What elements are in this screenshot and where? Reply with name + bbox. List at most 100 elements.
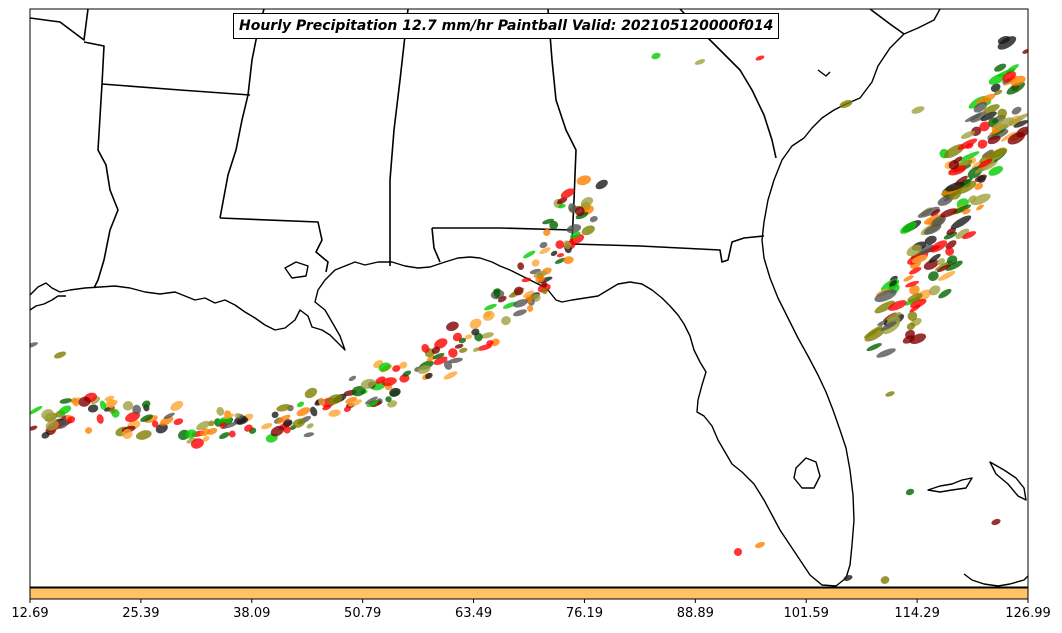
paintball-blob <box>283 419 293 427</box>
paintball-blob <box>448 348 458 358</box>
paintball-blob <box>276 414 291 424</box>
paintball-blob <box>589 216 598 223</box>
border-tx-la <box>93 83 119 289</box>
paintball-blob <box>876 348 896 358</box>
paintball-blob <box>983 104 1000 114</box>
paintball-blob <box>948 165 967 176</box>
paintball-blob <box>556 253 565 258</box>
paintball-blob <box>292 418 306 428</box>
paintball-blob <box>202 436 210 442</box>
paintball-blob <box>563 240 571 250</box>
paintball-blob <box>30 405 43 415</box>
paintball-blob <box>997 36 1017 50</box>
paintball-blob <box>270 425 285 437</box>
paintball-blob <box>945 240 957 250</box>
paintball-blob <box>343 406 352 412</box>
paintball-blob <box>41 409 54 420</box>
paintball-blob <box>421 343 430 353</box>
paintball-blob <box>228 430 236 438</box>
paintball-blob <box>988 166 1004 176</box>
border-mississippi-river <box>219 9 265 219</box>
paintball-blob <box>976 93 996 105</box>
paintball-blob <box>595 179 608 190</box>
map-frame <box>29 8 1029 588</box>
paintball-blob <box>755 55 765 61</box>
paintball-blob <box>936 264 951 273</box>
paintball-blob <box>976 204 984 211</box>
colorbar-tick-label: 88.89 <box>676 606 714 621</box>
paintball-blob <box>550 250 558 257</box>
paintball-blob <box>399 361 408 369</box>
paintball-blob <box>140 414 153 422</box>
paintball-blob <box>988 148 1007 158</box>
paintball-blob <box>928 285 941 296</box>
paintball-blob <box>310 406 318 417</box>
paintball-blob <box>990 83 1001 93</box>
paintball-blob <box>531 259 540 267</box>
paintball-blob <box>864 325 883 339</box>
paintball-blob <box>940 208 958 218</box>
coastlines <box>30 9 1028 587</box>
paintball-blob <box>512 309 527 317</box>
paintball-blob <box>433 356 448 365</box>
paintball-blob <box>482 310 495 321</box>
paintball-blob <box>484 303 497 311</box>
paintball-blob <box>930 209 941 217</box>
paintball-blob <box>909 284 920 295</box>
paintball-blob <box>1000 131 1017 142</box>
paintball-blob <box>417 365 431 374</box>
paintball-blob <box>755 541 765 549</box>
paintball-blob <box>490 338 500 347</box>
paintball-blob <box>911 106 925 114</box>
paintball-blob <box>906 322 916 331</box>
paintball-blob <box>945 260 963 271</box>
state-borders <box>30 9 905 289</box>
paintball-blob <box>122 428 133 439</box>
paintball-blob <box>1013 120 1028 128</box>
paintball-blob <box>997 108 1008 119</box>
paintball-blob <box>957 138 978 150</box>
paintball-blob <box>885 391 895 397</box>
paintball-blob <box>568 203 577 213</box>
paintball-blob <box>1022 48 1028 54</box>
paintball-blob <box>387 400 398 408</box>
paintball-blob <box>199 428 211 437</box>
paintball-blob <box>917 206 940 218</box>
paintball-blob <box>196 420 210 431</box>
paintball-blob <box>517 262 525 270</box>
paintball-blob <box>66 416 76 424</box>
paintball-blob <box>381 377 397 386</box>
paintball-blob <box>216 406 225 416</box>
paintball-blob <box>923 259 939 270</box>
paintball-blob <box>889 280 898 287</box>
paintball-blob <box>906 244 922 257</box>
paintball-blob <box>888 300 907 311</box>
paintball-blob <box>96 414 104 424</box>
paintball-blob <box>581 225 595 236</box>
paintball-blob <box>45 420 59 431</box>
paintball-blob <box>99 400 107 411</box>
paintball-blob <box>477 344 492 351</box>
paintball-blob <box>958 151 980 162</box>
paintball-blob <box>539 247 551 255</box>
border-tx-ok <box>30 9 89 41</box>
paintball-blob <box>87 404 99 413</box>
paintball-blob <box>526 305 534 312</box>
paintball-blob <box>978 158 993 168</box>
border-al-ga <box>547 9 577 243</box>
paintball-blob <box>937 195 953 206</box>
paintball-blob <box>159 416 174 426</box>
paintball-blob <box>502 301 517 309</box>
paintball-blob <box>222 413 235 420</box>
colorbar-tick-label: 76.19 <box>565 606 604 621</box>
paintball-blob <box>469 318 482 329</box>
paintball-blob <box>185 429 197 439</box>
paintball-blob <box>994 117 1015 131</box>
paintball-blob <box>402 370 412 377</box>
paintball-blob <box>950 215 972 230</box>
paintball-blob <box>938 288 952 299</box>
paintball-blob <box>122 401 134 411</box>
cuba-coast <box>963 573 1028 587</box>
paintball-blob <box>874 300 896 314</box>
colorbar-tick-label: 63.49 <box>454 606 493 621</box>
